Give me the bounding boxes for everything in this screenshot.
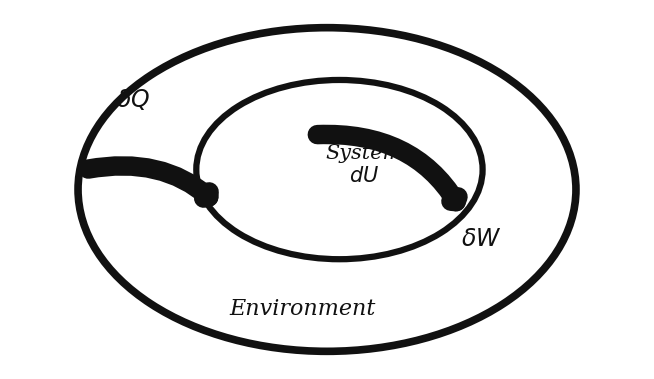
Text: $\delta Q$: $\delta Q$ (116, 88, 150, 112)
Text: $\delta W$: $\delta W$ (461, 228, 502, 251)
Text: Environment: Environment (229, 298, 375, 320)
Text: System
$dU$: System $dU$ (326, 144, 403, 186)
